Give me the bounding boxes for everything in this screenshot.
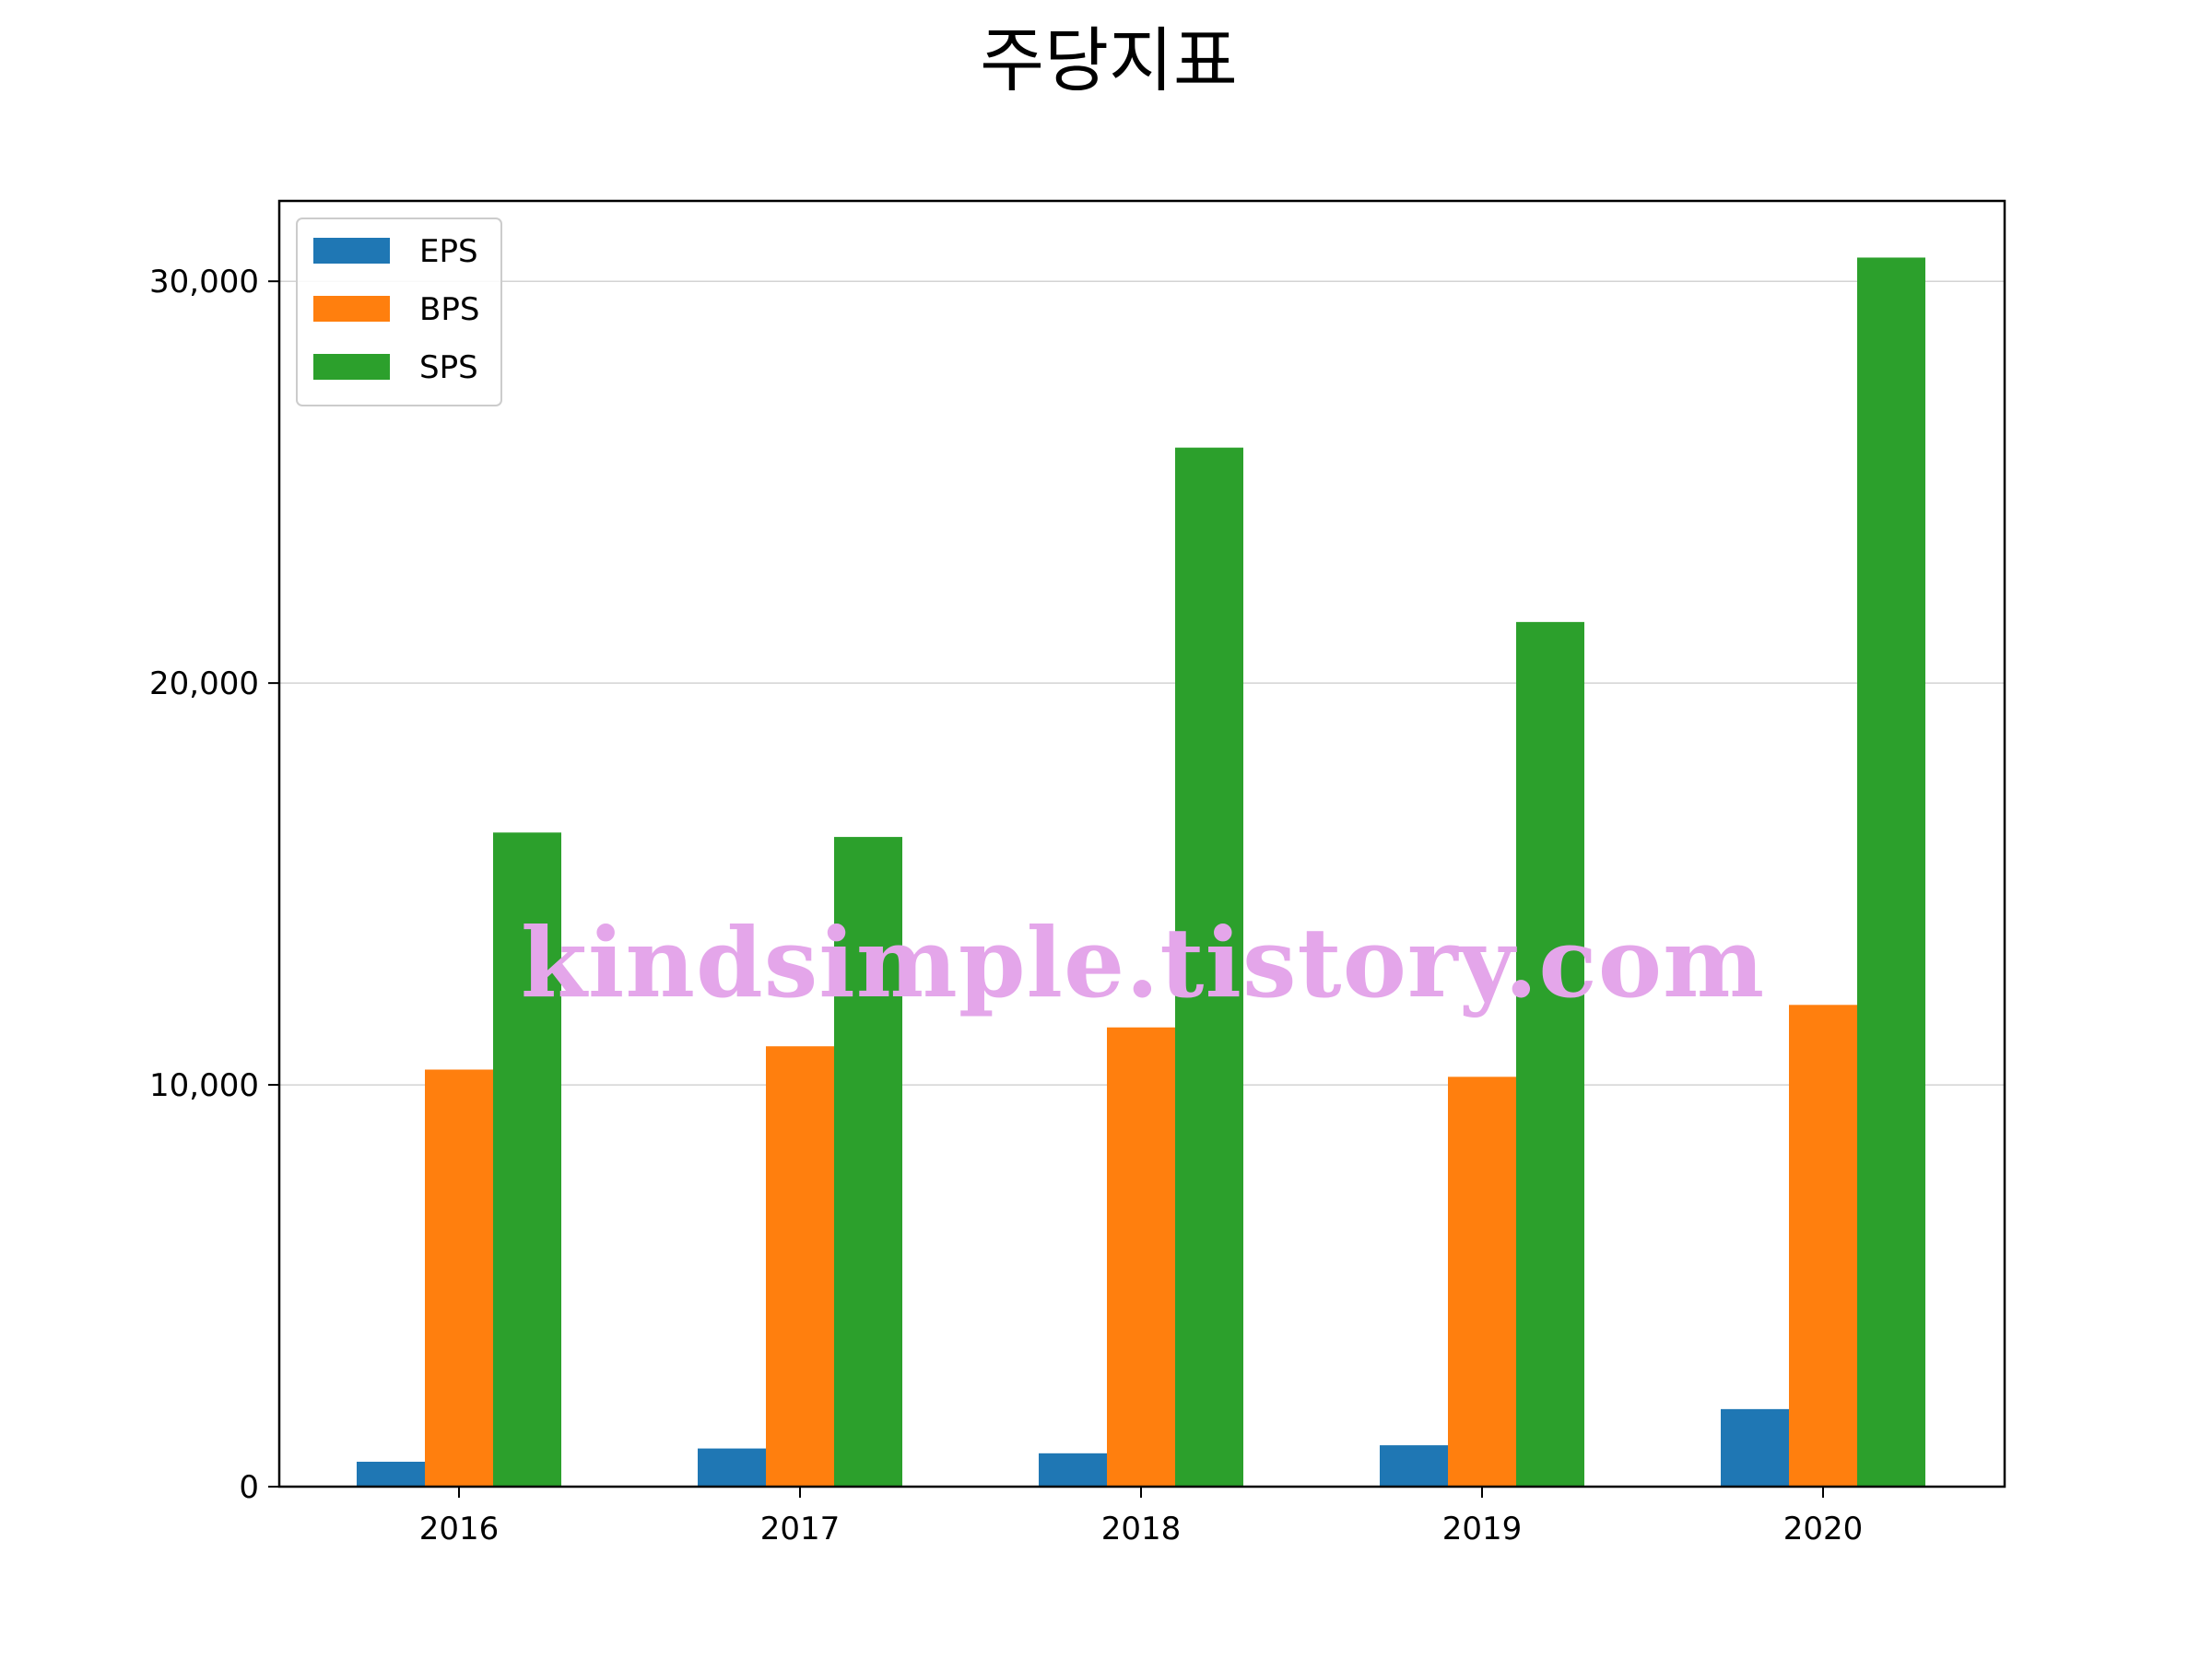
- legend-swatch-sps: [313, 354, 390, 380]
- y-tick-label: 10,000: [149, 1067, 259, 1104]
- bar-sps-2020: [1857, 257, 1925, 1488]
- x-tick-label: 2017: [760, 1511, 841, 1547]
- bar-eps-2020: [1721, 1408, 1789, 1487]
- bar-sps-2019: [1516, 621, 1584, 1487]
- watermark: kindsimple.tistory.com: [521, 906, 1765, 1019]
- bar-sps-2018: [1175, 447, 1243, 1487]
- y-axis: 0 10,000 20,000 30,000: [149, 264, 279, 1506]
- bar-bps-2018: [1107, 1027, 1175, 1487]
- bar-sps-2017: [834, 837, 902, 1487]
- legend-swatch-eps: [313, 238, 390, 264]
- x-tick-label: 2018: [1101, 1511, 1182, 1547]
- bar-bps-2017: [766, 1046, 834, 1487]
- legend: EPS BPS SPS: [296, 218, 502, 406]
- x-tick-label: 2020: [1783, 1511, 1864, 1547]
- legend-swatch-bps: [313, 296, 390, 322]
- bar-bps-2020: [1789, 1005, 1857, 1487]
- bar-eps-2016: [357, 1461, 425, 1487]
- y-tick-label: 20,000: [149, 665, 259, 702]
- bar-sps-2016: [493, 832, 561, 1487]
- legend-label-sps: SPS: [419, 349, 478, 386]
- bar-eps-2018: [1039, 1453, 1107, 1487]
- x-tick-label: 2016: [419, 1511, 500, 1547]
- bars-group: [357, 257, 1925, 1488]
- legend-label-bps: BPS: [419, 291, 479, 328]
- y-tick-label: 0: [239, 1469, 259, 1506]
- x-axis: 2016 2017 2018 2019 2020: [419, 1487, 1864, 1547]
- bar-bps-2016: [425, 1069, 493, 1487]
- bar-bps-2019: [1448, 1077, 1516, 1487]
- bar-eps-2019: [1380, 1445, 1448, 1487]
- legend-label-eps: EPS: [419, 233, 478, 270]
- x-tick-label: 2019: [1442, 1511, 1523, 1547]
- y-tick-label: 30,000: [149, 264, 259, 300]
- chart-title: 주당지표: [980, 19, 1238, 101]
- bar-eps-2017: [698, 1448, 766, 1487]
